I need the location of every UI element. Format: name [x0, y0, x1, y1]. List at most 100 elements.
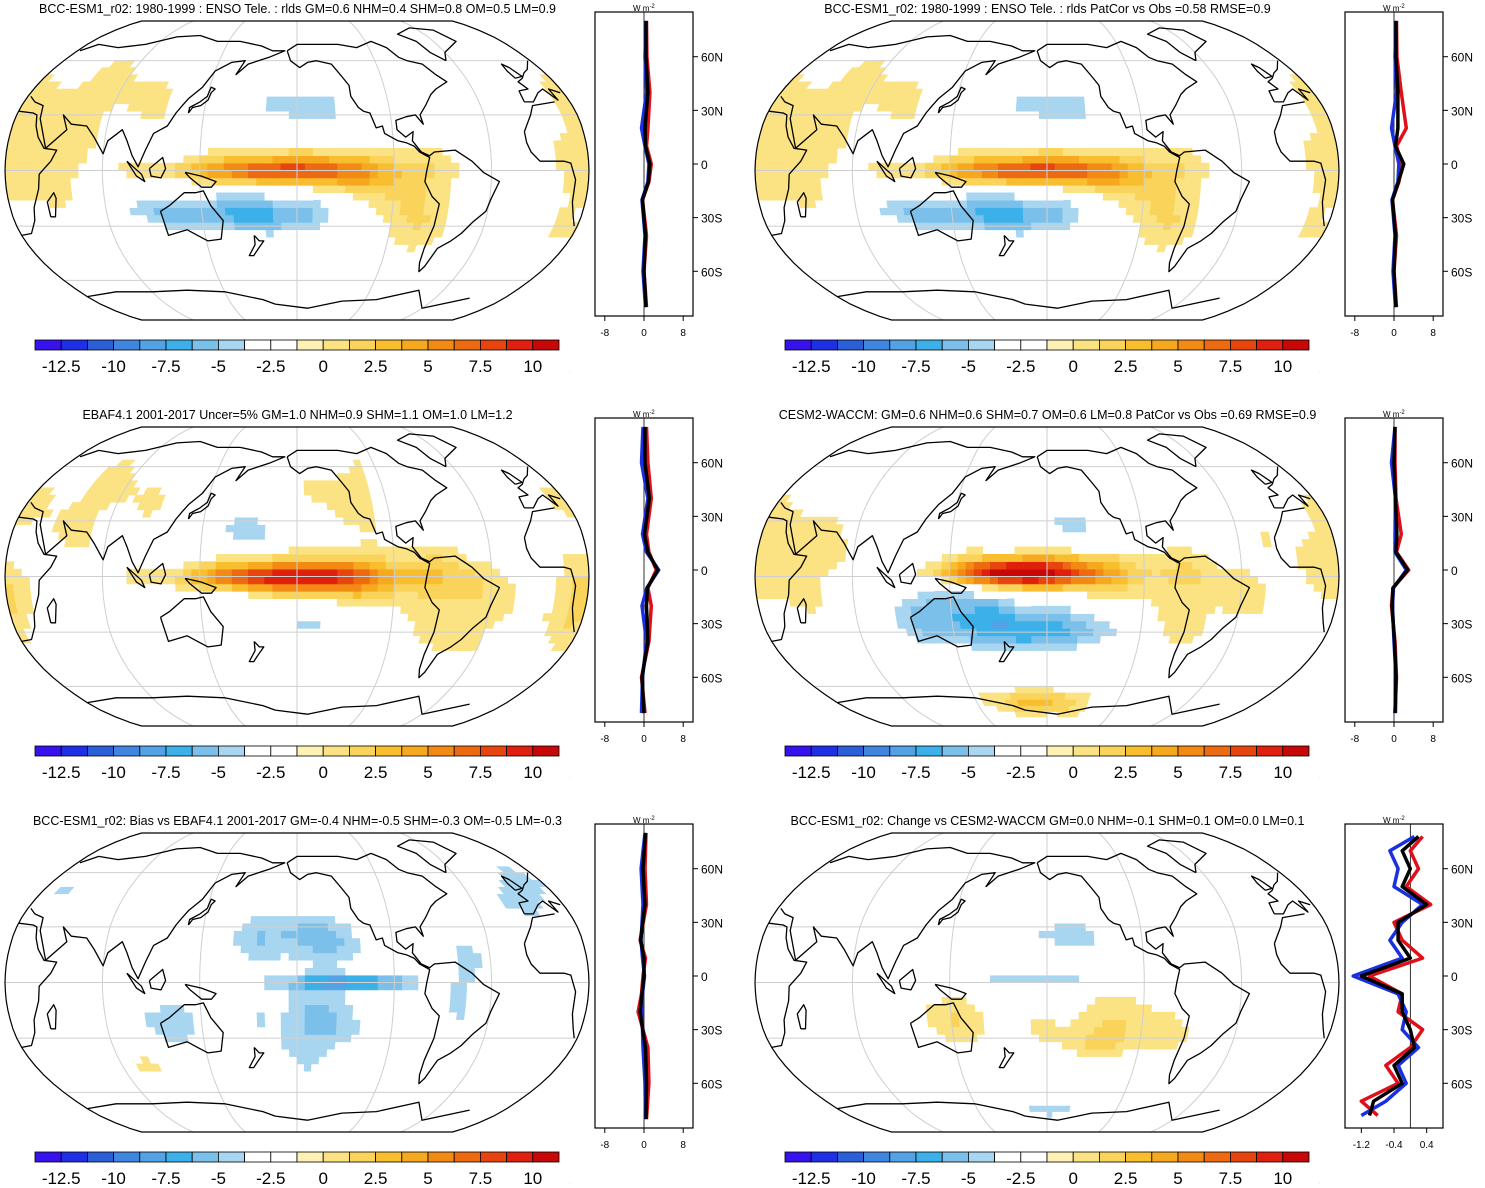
- colorbar-label: 7.5: [1219, 1169, 1243, 1188]
- colorbar-label: -10: [101, 1169, 126, 1188]
- panel-title: EBAF4.1 2001-2017 Uncer=5% GM=1.0 NHM=0.…: [82, 408, 513, 422]
- x-tick-label: 0: [641, 734, 647, 745]
- colorbar-swatch: [244, 339, 272, 351]
- colorbar-label: -7.5: [151, 763, 180, 782]
- coastlines: [18, 433, 577, 715]
- colorbar-swatch: [863, 1151, 891, 1163]
- colorbar-swatch: [165, 339, 193, 351]
- colorbar-swatch: [1125, 745, 1153, 757]
- colorbar-swatch: [1256, 745, 1284, 757]
- colorbar-swatch: [296, 1151, 324, 1163]
- colorbar-swatch: [165, 1151, 193, 1163]
- colorbar-swatch: [453, 339, 481, 351]
- colorbar-swatch: [506, 339, 534, 351]
- colorbar-swatch: [191, 339, 219, 351]
- x-tick-label: 0.4: [1420, 1140, 1434, 1151]
- colorbar-label: -10: [851, 763, 876, 782]
- colorbar-swatch: [217, 745, 245, 757]
- colorbar-swatch: [915, 339, 943, 351]
- colorbar: -12.5 -10 -7.5 -5 -2.5 0 2.5 5 7.5 10 12.5: [34, 339, 570, 376]
- colorbar-swatch: [915, 1151, 943, 1163]
- zonal-mean-plot: W m-2 60N 30N 0 30S 60S -8 0 8: [594, 410, 723, 745]
- lat-label: 30S: [1451, 1024, 1472, 1038]
- x-tick-label: 0: [1391, 734, 1397, 745]
- lat-label: 0: [701, 970, 708, 984]
- colorbar-label: -2.5: [1006, 763, 1035, 782]
- colorbar-label: 0: [1068, 763, 1077, 782]
- colorbar-label: -10: [101, 357, 126, 376]
- colorbar-swatch: [1256, 339, 1284, 351]
- units-label: W m-2: [1383, 410, 1405, 419]
- units-text: W m: [1383, 816, 1400, 825]
- colorbar-label: 5: [423, 1169, 432, 1188]
- colorbar-label: -12.5: [792, 1169, 831, 1188]
- colorbar: -12.5 -10 -7.5 -5 -2.5 0 2.5 5 7.5 10 12.5: [34, 745, 570, 782]
- colorbar-swatch: [453, 1151, 481, 1163]
- colorbar-label: 7.5: [469, 357, 493, 376]
- units-exponent: -2: [649, 4, 655, 10]
- map-border: [4, 832, 590, 1133]
- colorbar-label: 0: [318, 1169, 327, 1188]
- colorbar-swatch: [296, 745, 324, 757]
- zonal-mean-plot: W m-2 60N 30N 0 30S 60S -8 0 8: [594, 4, 723, 339]
- zonal-line-model: [1359, 835, 1433, 1117]
- colorbar-swatch: [889, 1151, 917, 1163]
- lat-label: 30N: [1451, 510, 1473, 524]
- lat-label: 60N: [701, 863, 723, 877]
- anomaly-field: [755, 41, 1339, 253]
- panel-title: BCC-ESM1_r02: Bias vs EBAF4.1 2001-2017 …: [32, 814, 563, 828]
- units-label: W m-2: [633, 816, 655, 825]
- colorbar-swatch: [1177, 339, 1205, 351]
- colorbar-swatch: [1229, 745, 1257, 757]
- colorbar-label: 7.5: [469, 763, 493, 782]
- x-tick-label: -8: [1350, 734, 1359, 745]
- colorbar-label: -12.5: [42, 763, 81, 782]
- colorbar-label: 2.5: [1114, 763, 1138, 782]
- map-border: [754, 20, 1340, 321]
- units-text: W m: [633, 410, 650, 419]
- coastlines: [18, 839, 577, 1121]
- colorbar-swatch: [191, 1151, 219, 1163]
- colorbar-swatch: [244, 745, 272, 757]
- colorbar-swatch: [270, 339, 298, 351]
- x-tick-label: 0: [641, 1140, 647, 1151]
- graticule: [5, 833, 589, 1132]
- colorbar-label: 7.5: [469, 1169, 493, 1188]
- colorbar-swatch: [375, 745, 403, 757]
- robinson-map: [754, 20, 1340, 321]
- robinson-map: [4, 832, 590, 1133]
- units-text: W m: [633, 816, 650, 825]
- colorbar-swatch: [270, 745, 298, 757]
- colorbar-label: 10: [523, 763, 542, 782]
- colorbar-swatch: [322, 339, 350, 351]
- x-tick-label: -1.2: [1353, 1140, 1371, 1151]
- zonal-line-mean: [1359, 835, 1429, 1116]
- colorbar-label: 5: [423, 357, 432, 376]
- colorbar-label: -7.5: [901, 1169, 930, 1188]
- colorbar-label: -5: [961, 357, 976, 376]
- colorbar-label: 5: [1173, 763, 1182, 782]
- x-tick-label: 8: [1430, 734, 1436, 745]
- colorbar-swatch: [1177, 745, 1205, 757]
- colorbar-swatch: [296, 339, 324, 351]
- colorbar-swatch: [1177, 1151, 1205, 1163]
- lat-label: 30N: [1451, 104, 1473, 118]
- colorbar-label: 2.5: [364, 1169, 388, 1188]
- x-tick-label: -0.4: [1385, 1140, 1403, 1151]
- panel-title: BCC-ESM1_r02: 1980-1999 : ENSO Tele. : r…: [38, 2, 557, 16]
- zonal-mean-plot: W m-2 60N 30N 0 30S 60S -1.2 -0.4 0.4: [1344, 816, 1473, 1151]
- colorbar-swatch: [348, 339, 376, 351]
- graticule: [755, 21, 1339, 320]
- colorbar-label: -7.5: [151, 357, 180, 376]
- map-border: [754, 426, 1340, 727]
- colorbar-swatch: [915, 745, 943, 757]
- colorbar-swatch: [1203, 339, 1231, 351]
- colorbar-label: 12.5: [569, 763, 570, 782]
- colorbar-label: 12.5: [569, 1169, 570, 1188]
- colorbar-swatch: [427, 339, 455, 351]
- colorbar-swatch: [375, 339, 403, 351]
- colorbar-swatch: [1046, 745, 1074, 757]
- colorbar-swatch: [1256, 1151, 1284, 1163]
- colorbar-swatch: [863, 745, 891, 757]
- lat-label: 30S: [701, 212, 722, 226]
